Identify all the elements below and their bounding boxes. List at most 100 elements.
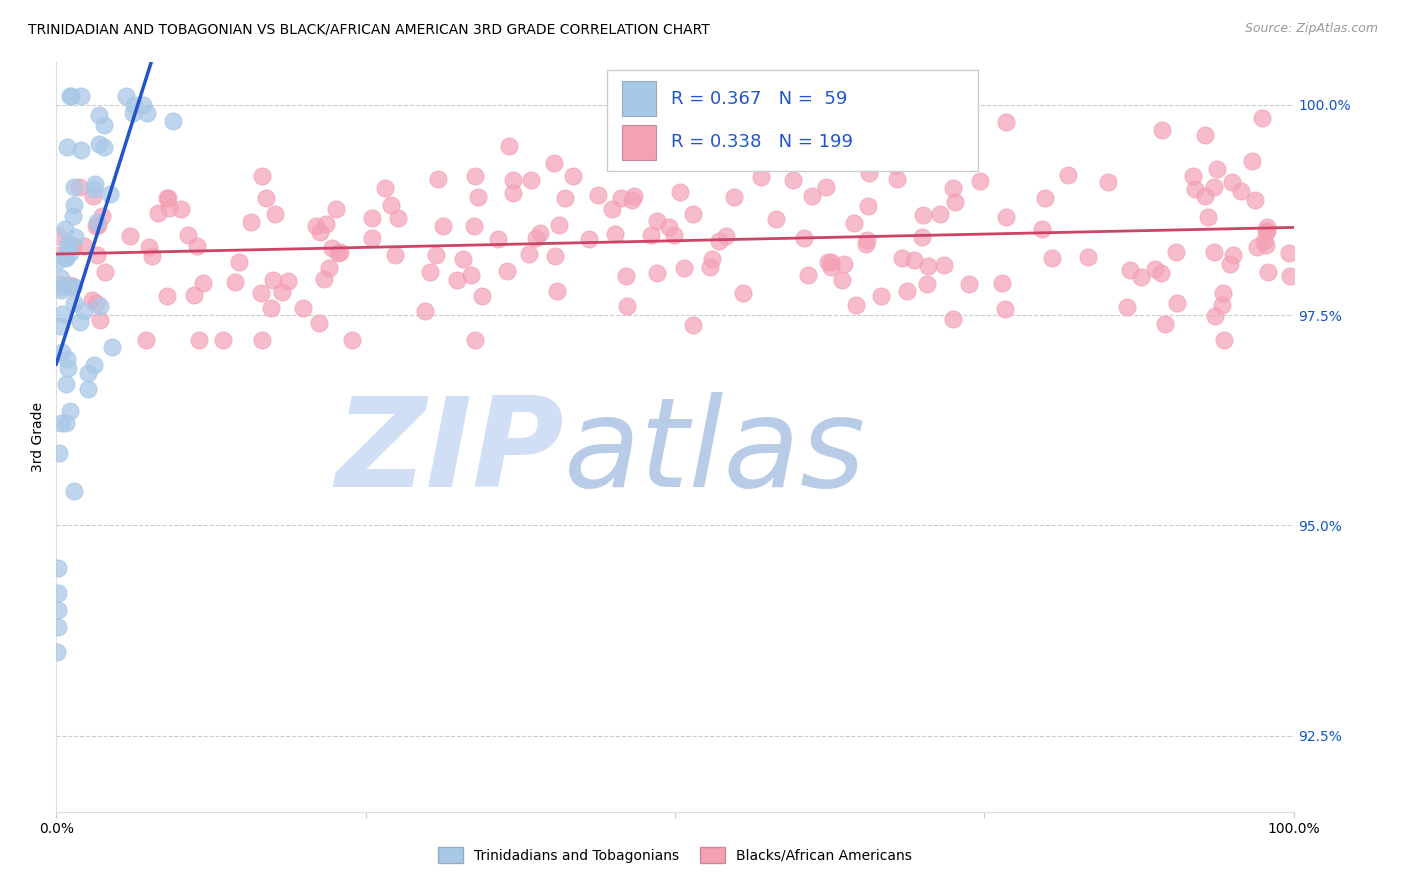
Point [315, 217, 337, 231]
Point [546, 284, 568, 298]
Point [292, 301, 315, 316]
Point [502, 173, 524, 187]
Point [69, 89, 91, 103]
Point [51, 280, 73, 294]
Point [86, 219, 108, 233]
Point [56, 352, 79, 367]
Point [765, 212, 787, 227]
Point [1212, 285, 1234, 300]
Point [56, 241, 79, 255]
Point [138, 240, 160, 254]
Point [605, 227, 627, 241]
Point [991, 277, 1014, 291]
Point [1119, 263, 1142, 277]
Point [616, 299, 638, 313]
Point [460, 268, 482, 282]
Point [1130, 269, 1153, 284]
Point [1035, 191, 1057, 205]
Point [1204, 244, 1226, 259]
Point [1197, 211, 1219, 225]
Point [374, 181, 396, 195]
Point [72, 238, 94, 252]
Point [60, 89, 83, 103]
Point [120, 228, 142, 243]
Point [699, 260, 721, 275]
Point [994, 302, 1017, 317]
Point [46, 619, 69, 633]
Point [55, 417, 77, 431]
Point [1256, 219, 1278, 234]
Point [662, 228, 685, 243]
Point [132, 97, 155, 112]
Point [53, 222, 76, 236]
Point [543, 155, 565, 169]
Point [60, 280, 83, 294]
Point [846, 136, 869, 150]
Point [83, 182, 105, 196]
Point [782, 173, 804, 187]
Point [183, 288, 205, 302]
Point [844, 298, 866, 312]
Point [170, 202, 193, 216]
Point [156, 191, 179, 205]
Point [49, 319, 72, 334]
Point [270, 285, 292, 300]
Point [156, 191, 179, 205]
Point [48, 253, 70, 268]
Point [63, 295, 86, 310]
Point [305, 219, 328, 234]
Point [1279, 269, 1302, 284]
Point [1250, 112, 1272, 126]
Point [883, 158, 905, 172]
Point [517, 247, 540, 261]
Point [89, 108, 111, 122]
Point [1182, 169, 1205, 184]
Point [1116, 300, 1139, 314]
Point [91, 209, 114, 223]
Point [1240, 153, 1263, 168]
Point [51, 344, 73, 359]
Point [228, 255, 250, 269]
Point [157, 202, 180, 216]
Point [891, 251, 914, 265]
Point [1257, 265, 1279, 279]
Point [69, 315, 91, 329]
Bar [621, 81, 657, 116]
Text: ZIP: ZIP [335, 392, 564, 513]
Point [1204, 180, 1226, 194]
Point [544, 249, 567, 263]
Point [77, 366, 100, 380]
Point [1278, 246, 1301, 260]
Point [932, 258, 955, 272]
Point [59, 245, 82, 260]
Point [520, 173, 543, 187]
Point [1246, 240, 1268, 254]
Point [855, 236, 877, 251]
Point [63, 229, 86, 244]
Point [640, 228, 662, 243]
Point [162, 114, 184, 128]
Point [1184, 182, 1206, 196]
Point [529, 226, 551, 240]
Point [156, 289, 179, 303]
Point [115, 89, 138, 103]
Point [1256, 238, 1278, 252]
Point [62, 209, 84, 223]
Point [48, 248, 70, 262]
Point [1212, 333, 1234, 347]
Point [49, 416, 72, 430]
Point [250, 333, 273, 347]
Point [814, 180, 837, 194]
Point [49, 284, 72, 298]
Point [498, 138, 520, 153]
Point [562, 169, 585, 183]
Point [1244, 193, 1267, 207]
Point [58, 360, 80, 375]
Point [942, 180, 965, 194]
Point [578, 232, 600, 246]
Point [83, 358, 105, 372]
Point [82, 189, 104, 203]
Point [58, 277, 80, 292]
Point [995, 210, 1018, 224]
Point [427, 172, 450, 186]
